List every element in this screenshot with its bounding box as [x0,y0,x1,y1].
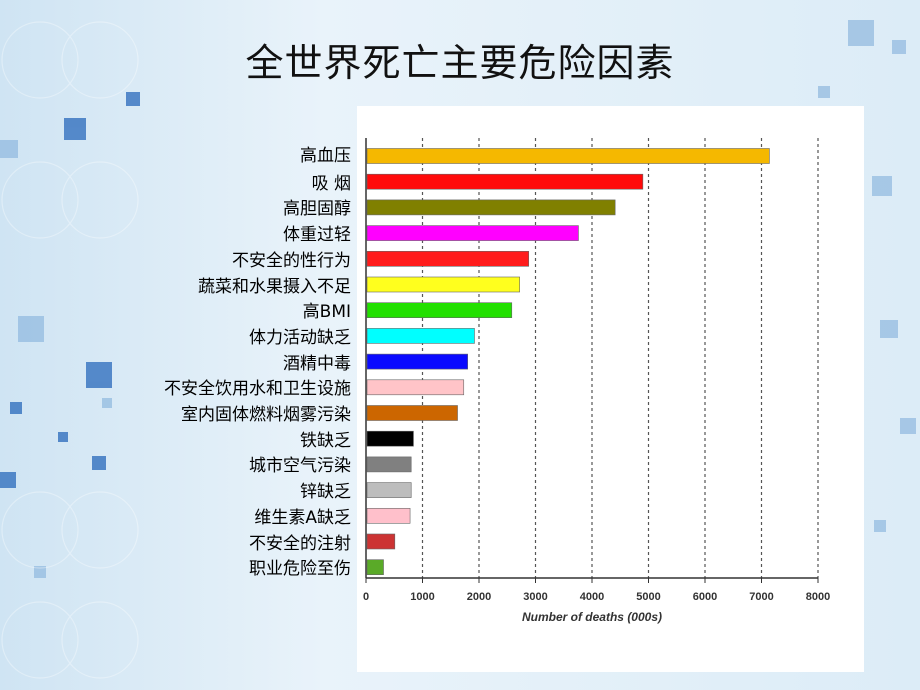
category-label: 高血压 [300,146,351,166]
x-tick-label: 0 [363,591,369,603]
category-label: 蔬菜和水果摄入不足 [198,276,351,297]
category-label: 不安全的性行为 [232,250,351,271]
bar [366,328,475,344]
bar [366,225,579,241]
bar [366,276,520,293]
category-label: 体力活动缺乏 [249,327,351,348]
bar [366,456,412,473]
category-label: 不安全的注射 [249,533,351,554]
category-label: 室内固体燃料烟雾污染 [181,405,351,425]
category-label: 高BMI [302,302,351,323]
bar [366,148,770,164]
category-label: 锌缺乏 [300,482,351,503]
bar [366,507,411,524]
category-label: 维生素A缺乏 [254,507,351,528]
category-label: 高胆固醇 [283,199,351,220]
x-tick-label: 2000 [467,591,491,603]
category-label: 城市空气污染 [249,456,351,477]
slide-title: 全世界死亡主要危险因素 [245,41,675,85]
x-tick-label: 8000 [806,591,830,603]
category-label: 吸 烟 [311,173,351,194]
x-tick-label: 5000 [636,591,660,603]
category-label: 体重过轻 [283,225,351,246]
category-label: 酒精中毒 [283,353,351,374]
bar [366,533,396,550]
bar [366,430,414,447]
bar [366,482,412,498]
x-tick-label: 6000 [693,591,717,603]
x-tick-label: 4000 [580,591,604,603]
bar [366,559,384,576]
bar [366,302,513,319]
bar [366,251,530,267]
x-axis-title: Number of deaths (000s) [522,610,662,624]
category-label: 不安全饮用水和卫生设施 [164,379,351,400]
bar [366,405,458,421]
bar [366,173,644,190]
x-tick-label: 7000 [749,591,773,603]
bar [366,353,468,370]
category-label: 铁缺乏 [300,430,351,451]
bar [366,379,465,396]
category-label: 职业危险至伤 [249,559,351,580]
x-tick-label: 1000 [410,591,434,603]
bar [366,199,616,216]
x-tick-label: 3000 [523,591,547,603]
